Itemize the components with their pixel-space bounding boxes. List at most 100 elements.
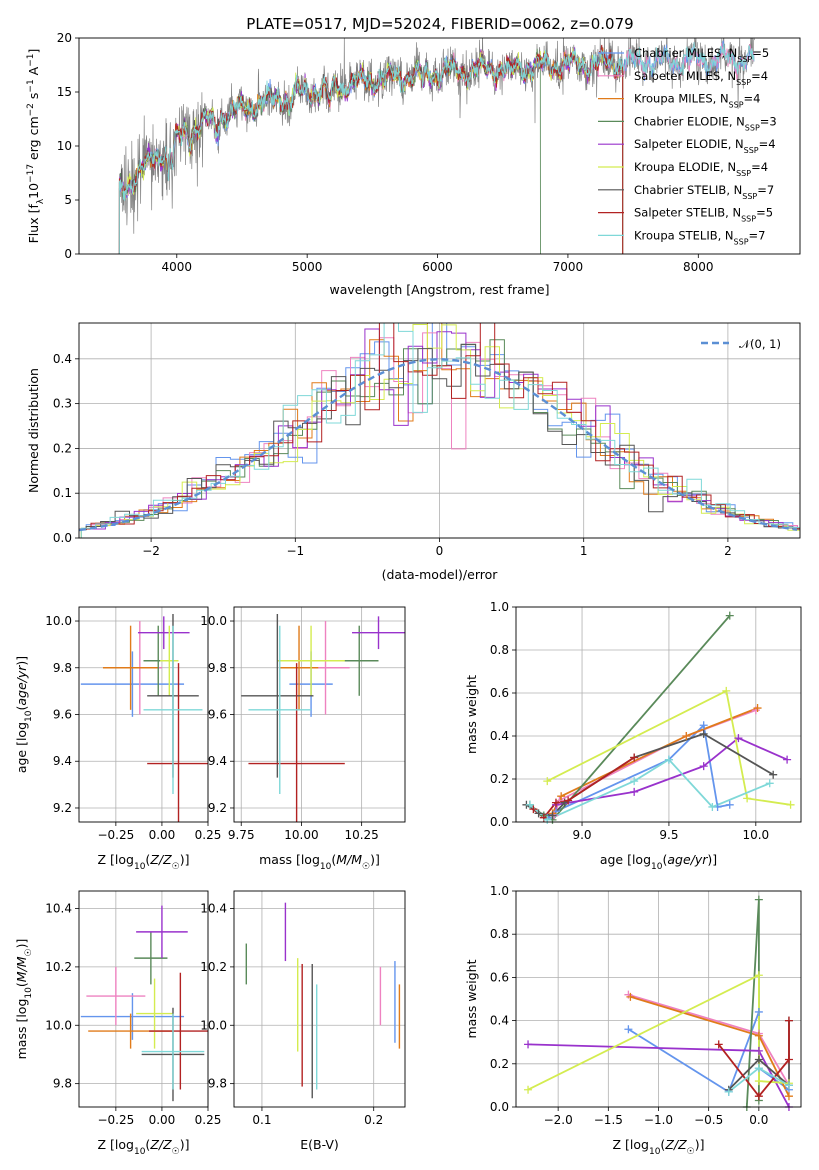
y-tick-label: 0.0 [53, 531, 72, 545]
y-tick-label: 0.6 [490, 970, 509, 984]
weight-marker-2 [754, 1031, 763, 1040]
axes-frame [515, 606, 802, 823]
panel-age-vs-mass: 9.75 10.00 10.25 9.2 9.4 9.6 9.8 10.0 mass [log1… [200, 606, 406, 872]
y-tick-label: 9.6 [53, 708, 72, 722]
x-axis-label-part: age/yr [667, 852, 708, 867]
weight-marker-4 [699, 762, 708, 771]
weight-marker-2 [557, 792, 566, 801]
axes-frame [78, 322, 801, 539]
y-tick-label: 9.6 [208, 708, 227, 722]
x-tick-label: 0.00 [149, 1113, 176, 1127]
y-tick-label: 0.0 [490, 1100, 509, 1114]
histogram-8 [80, 323, 800, 538]
weight-marker-4 [783, 755, 792, 764]
x-axis-label-part: M/M [336, 852, 362, 867]
weight-marker-7 [551, 798, 560, 807]
y-axis-label-part: age/yr [14, 665, 29, 706]
x-axis-label-part: 10 [651, 862, 663, 872]
panel-residuals: −2 −1 0 1 2 0.0 0.1 0.2 0.3 0.4 𝒩(0, 1) (data-model… [26, 322, 801, 582]
weight-marker-0 [699, 721, 708, 730]
x-tick-label: 0.2 [364, 1113, 383, 1127]
x-axis-label-part: E(B-V) [300, 1137, 339, 1152]
y-tick-label: 10.0 [45, 614, 72, 628]
panel-mass-vs-EBV: 0.1 0.2 9.8 10.0 10.2 10.4 E(B-V) [200, 890, 406, 1152]
x-tick-label: −1.5 [594, 1113, 623, 1127]
weight-marker-3 [754, 895, 763, 904]
y-tick-label: 0.2 [490, 1057, 509, 1071]
legend-entry-8: Kroupa STELIB, NSSP=7 [634, 228, 765, 246]
y-axis-label-part: A [26, 66, 41, 79]
weight-marker-2 [784, 1092, 793, 1101]
weight-line-2 [551, 707, 758, 814]
legend-suffix: =5 [756, 206, 773, 220]
weight-marker-5 [786, 800, 795, 809]
weight-marker-8 [525, 800, 534, 809]
y-tick-label: 0.6 [490, 686, 509, 700]
axes-frame [78, 606, 209, 823]
axes-frame [233, 606, 406, 823]
y-axis-label: age [log10(age/yr)] [14, 656, 34, 773]
legend-entry-2: Kroupa MILES, NSSP=4 [634, 92, 760, 110]
weight-marker-6 [699, 729, 708, 738]
legend-label: Kroupa STELIB, N [634, 228, 734, 242]
x-axis-label-part: )] [707, 852, 717, 867]
y-tick-label: 1.0 [490, 884, 509, 898]
weight-marker-0 [725, 800, 734, 809]
x-tick-label: −0.5 [694, 1113, 723, 1127]
y-axis-label: Flux [fλ10−17 erg cm−2 s−1 A−1] [26, 49, 46, 244]
legend-entry-5: Kroupa ELODIE, NSSP=4 [634, 160, 768, 178]
x-axis-label: age [log10(age/yr)] [600, 852, 717, 872]
y-tick-label: 20 [57, 31, 72, 45]
weight-marker-8 [784, 1081, 793, 1090]
x-axis-label-part: Z [log [98, 1137, 134, 1152]
x-tick-label: 9.0 [572, 828, 591, 842]
panel-mass-vs-Z: −0.25 0.00 0.259.810.010.210.4Z [log10(Z/Z… [14, 890, 222, 1157]
y-tick-label: 9.4 [53, 754, 72, 768]
weight-marker-2 [626, 992, 635, 1001]
legend-sub: SSP [742, 191, 757, 200]
legend-label: Salpeter ELODIE, N [634, 137, 744, 151]
model-spectrum-3 [118, 48, 541, 254]
x-axis-label-part: ( [331, 852, 336, 867]
weight-marker-4 [524, 1040, 533, 1049]
x-axis-label-part: ☉ [362, 862, 370, 872]
legend-label: Chabrier MILES, N [634, 46, 737, 60]
y-axis-label-part: ( [14, 982, 29, 987]
weight-marker-7 [784, 1055, 793, 1064]
legend-entry-4: Salpeter ELODIE, NSSP=4 [634, 137, 776, 155]
x-tick-label: 10.00 [284, 828, 318, 842]
legend-sub: SSP [736, 77, 751, 86]
x-tick-label: 2 [724, 544, 732, 558]
y-tick-label: 9.8 [53, 1077, 72, 1091]
x-axis-label-part: ( [145, 1137, 150, 1152]
legend-sub: SSP [736, 169, 751, 178]
x-axis-label-part: ☉ [172, 862, 180, 872]
weight-line-3 [529, 615, 731, 821]
x-axis-label-part: )] [180, 1137, 190, 1152]
axes-frame [78, 37, 801, 255]
y-axis-label-part: −2 [26, 103, 36, 116]
x-axis-label: Z [log10(Z/Z☉)] [98, 1137, 190, 1157]
y-tick-label: 10 [57, 139, 72, 153]
figure-title: PLATE=0517, MJD=52024, FIBERID=0062, z=0… [246, 15, 633, 33]
legend-entry-0: Chabrier MILES, NSSP=5 [634, 46, 769, 64]
x-tick-label: −1.0 [644, 1113, 673, 1127]
weight-marker-7 [529, 805, 538, 814]
legend-label: Kroupa MILES, N [634, 92, 729, 106]
x-tick-label: 0.25 [195, 828, 222, 842]
plot-area [117, 38, 755, 254]
legend-label: Kroupa ELODIE, N [634, 160, 736, 174]
x-tick-label: 0.25 [195, 1113, 222, 1127]
y-axis-label-part: −17 [26, 164, 36, 183]
plot-area [79, 323, 800, 538]
y-axis-label-part: s [26, 93, 41, 104]
x-axis-label-part: Z/Z [664, 1137, 687, 1152]
x-axis-label: E(B-V) [300, 1137, 339, 1152]
weight-marker-5 [524, 1085, 533, 1094]
legend-sub: SSP [729, 100, 744, 109]
x-tick-label: −0.25 [97, 828, 134, 842]
panel-spectrum: 4000 5000 6000 7000 8000 0 5 10 15 20 Chabrier MIL… [26, 31, 801, 297]
x-axis-label-part: 10 [649, 1147, 661, 1157]
weight-line-7 [717, 1020, 790, 1098]
weight-marker-4 [754, 1046, 763, 1055]
